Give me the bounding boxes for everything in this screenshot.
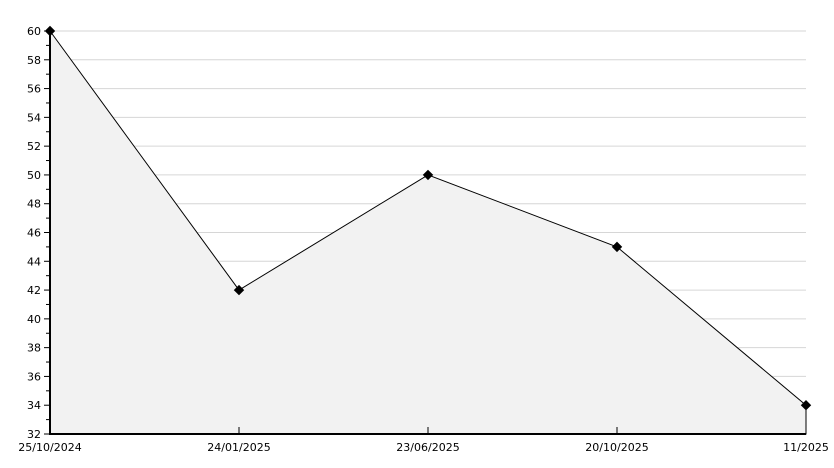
y-axis-label: 48 xyxy=(27,198,41,211)
y-axis-label: 50 xyxy=(27,169,41,182)
data-point-marker xyxy=(233,284,245,296)
y-axis-label: 42 xyxy=(27,284,41,297)
y-axis-label: 58 xyxy=(27,54,41,67)
data-point-marker xyxy=(800,400,812,411)
y-axis-label: 60 xyxy=(27,25,41,38)
data-point-marker xyxy=(611,241,623,253)
x-axis-label: 20/10/2025 xyxy=(585,441,648,454)
x-axis-label: 24/01/2025 xyxy=(207,441,270,454)
y-axis-label: 40 xyxy=(27,313,41,326)
y-axis-label: 54 xyxy=(27,111,41,124)
y-axis-label: 46 xyxy=(27,227,41,240)
x-axis-label: 25/10/2024 xyxy=(18,441,81,454)
data-point-marker xyxy=(422,169,434,181)
y-axis-label: 44 xyxy=(27,255,41,268)
x-axis-label: 11/2025 xyxy=(783,441,829,454)
y-axis-label: 36 xyxy=(27,370,41,383)
y-axis-label: 52 xyxy=(27,140,41,153)
data-point-marker xyxy=(44,25,56,37)
x-axis-label: 23/06/2025 xyxy=(396,441,459,454)
y-axis-label: 56 xyxy=(27,83,41,96)
y-axis-label: 32 xyxy=(27,428,41,441)
y-axis-label: 34 xyxy=(27,399,41,412)
y-axis-label: 38 xyxy=(27,342,41,355)
